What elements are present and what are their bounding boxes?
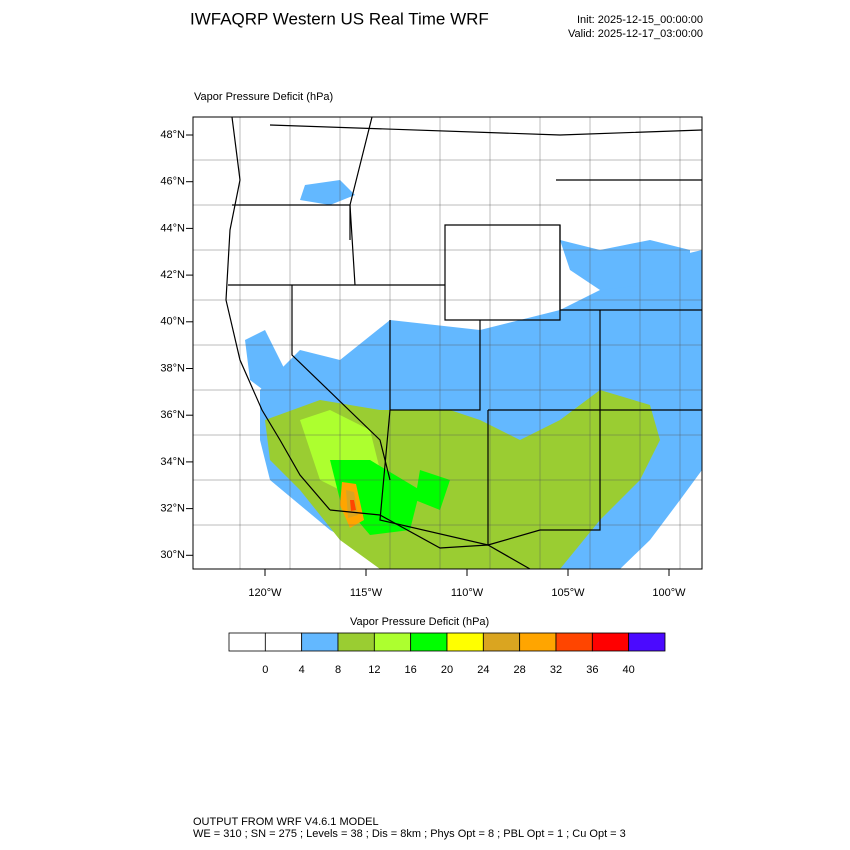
footer-line: OUTPUT FROM WRF V4.6.1 MODEL (193, 816, 379, 828)
lat-label: 34°N (160, 456, 185, 468)
level-label: 16 (405, 664, 417, 676)
lat-label: 30°N (160, 549, 185, 561)
color-box (591, 632, 630, 652)
level-label: 4 (299, 664, 305, 676)
lat-label: 32°N (160, 503, 185, 515)
level-label: 40 (623, 664, 635, 676)
color-box (228, 632, 266, 652)
map (192, 116, 703, 570)
color-box (482, 632, 521, 652)
lat-label: 44°N (160, 222, 185, 234)
color-box (410, 632, 448, 652)
colorbar: 0 4 8 12 16 20 24 28 32 36 40 (228, 632, 666, 676)
level-label: 20 (441, 664, 453, 676)
level-label: 36 (586, 664, 598, 676)
color-box (446, 632, 484, 652)
lat-label: 46°N (160, 176, 185, 188)
lon-label: 100°W (652, 587, 686, 599)
lon-label: 115°W (350, 587, 383, 599)
level-label: 24 (477, 664, 489, 676)
level-label: 12 (368, 664, 380, 676)
valid-time: Valid: 2025-12-17_03:00:00 (568, 28, 703, 40)
lat-label: 48°N (160, 129, 185, 141)
colorbar-title: Vapor Pressure Deficit (hPa) (350, 616, 489, 628)
lon-label: 120°W (248, 587, 282, 599)
lat-label: 36°N (160, 409, 185, 421)
lon-label: 105°W (551, 587, 585, 599)
lat-label: 42°N (160, 269, 185, 281)
lon-label: 110°W (451, 587, 484, 599)
level-label: 28 (514, 664, 526, 676)
level-label: 8 (335, 664, 341, 676)
color-box (301, 632, 339, 652)
level-label: 0 (262, 664, 268, 676)
color-box (519, 632, 557, 652)
color-box (628, 632, 666, 652)
lat-label: 38°N (160, 362, 185, 374)
map-subtitle: Vapor Pressure Deficit (hPa) (194, 91, 333, 103)
footer-line: WE = 310 ; SN = 275 ; Levels = 38 ; Dis … (193, 828, 626, 840)
color-box (337, 632, 375, 652)
init-time: Init: 2025-12-15_00:00:00 (577, 14, 703, 26)
color-box (373, 632, 412, 652)
color-box (264, 632, 303, 652)
level-label: 32 (550, 664, 562, 676)
lat-label: 40°N (160, 316, 185, 328)
color-box (555, 632, 593, 652)
title: IWFAQRP Western US Real Time WRF (190, 9, 489, 28)
